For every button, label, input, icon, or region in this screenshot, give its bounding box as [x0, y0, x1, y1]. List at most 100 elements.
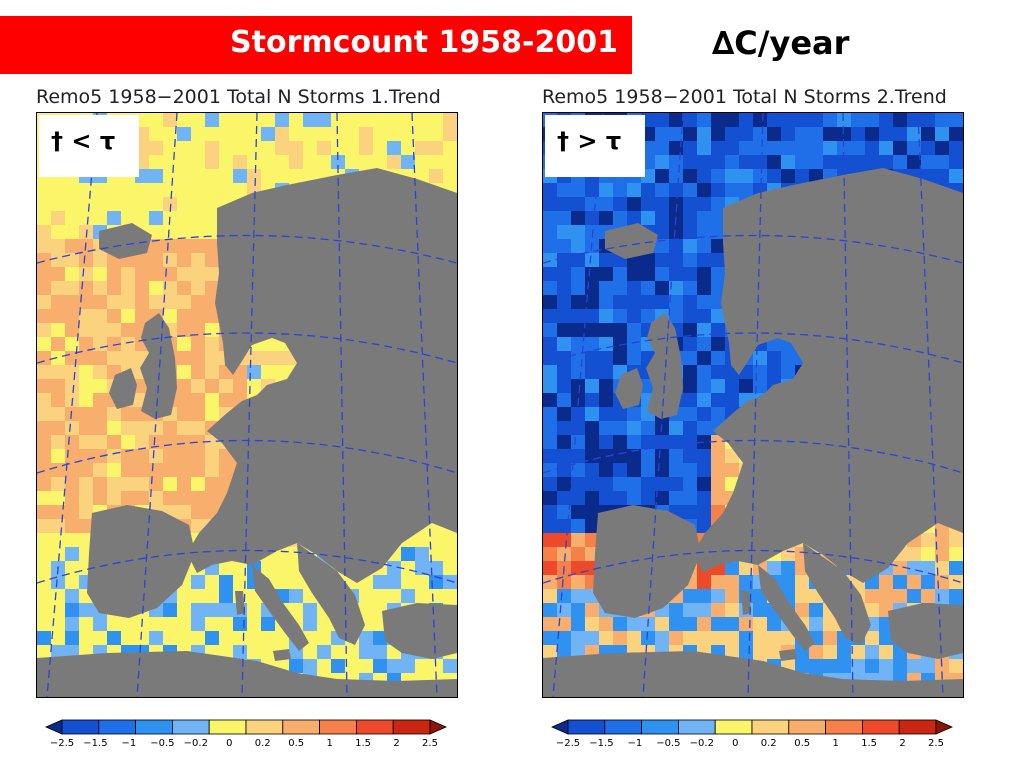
- trend-cell: [543, 645, 557, 659]
- trend-cell: [571, 337, 585, 351]
- trend-cell: [107, 197, 121, 211]
- trend-cell: [767, 645, 781, 659]
- trend-cell: [219, 631, 233, 645]
- trend-cell: [359, 141, 373, 155]
- trend-cell: [163, 463, 177, 477]
- colorbar-tick-label: −2.5: [556, 738, 580, 749]
- trend-cell: [697, 393, 711, 407]
- trend-cell: [275, 575, 289, 589]
- trend-cell: [809, 169, 823, 183]
- trend-cell: [585, 323, 599, 337]
- trend-cell: [275, 155, 289, 169]
- trend-cell: [387, 155, 401, 169]
- trend-cell: [627, 491, 641, 505]
- trend-cell: [739, 379, 753, 393]
- trend-cell: [585, 505, 599, 519]
- trend-cell: [163, 113, 177, 127]
- trend-cell: [543, 393, 557, 407]
- trend-cell: [205, 617, 219, 631]
- trend-cell: [641, 211, 655, 225]
- trend-cell: [571, 295, 585, 309]
- trend-cell: [261, 169, 275, 183]
- trend-cell: [641, 183, 655, 197]
- trend-cell: [275, 127, 289, 141]
- trend-cell: [51, 477, 65, 491]
- land-area: [37, 651, 457, 697]
- trend-cell: [93, 281, 107, 295]
- trend-cell: [795, 603, 809, 617]
- trend-cell: [163, 253, 177, 267]
- trend-cell: [627, 211, 641, 225]
- trend-cell: [107, 337, 121, 351]
- trend-cell: [879, 589, 893, 603]
- trend-cell: [51, 421, 65, 435]
- trend-cell: [93, 365, 107, 379]
- trend-cell: [655, 267, 669, 281]
- trend-cell: [921, 547, 935, 561]
- trend-cell: [767, 141, 781, 155]
- land-area: [235, 591, 245, 615]
- trend-cell: [51, 435, 65, 449]
- trend-cell: [585, 603, 599, 617]
- trend-cell: [571, 589, 585, 603]
- land-area: [693, 168, 963, 583]
- trend-cell: [191, 519, 205, 533]
- trend-cell: [205, 631, 219, 645]
- trend-cell: [149, 127, 163, 141]
- trend-cell: [557, 351, 571, 365]
- trend-cell: [921, 561, 935, 575]
- trend-cell: [387, 141, 401, 155]
- trend-cell: [557, 239, 571, 253]
- trend-cell: [543, 547, 557, 561]
- trend-cell: [753, 351, 767, 365]
- trend-cell: [949, 533, 963, 547]
- trend-cell: [401, 127, 415, 141]
- trend-cell: [865, 603, 879, 617]
- trend-cell: [571, 225, 585, 239]
- trend-cell: [177, 141, 191, 155]
- trend-cell: [37, 267, 51, 281]
- trend-cell: [697, 491, 711, 505]
- trend-cell: [711, 267, 725, 281]
- trend-cell: [107, 449, 121, 463]
- trend-cell: [163, 197, 177, 211]
- trend-cell: [557, 533, 571, 547]
- trend-cell: [93, 631, 107, 645]
- trend-cell: [233, 631, 247, 645]
- trend-cell: [641, 631, 655, 645]
- trend-cell: [711, 393, 725, 407]
- trend-cell: [557, 295, 571, 309]
- trend-cell: [37, 197, 51, 211]
- trend-cell: [837, 127, 851, 141]
- colorbar-tick-label: −2.5: [50, 738, 74, 749]
- trend-cell: [739, 169, 753, 183]
- trend-cell: [599, 365, 613, 379]
- trend-cell: [711, 169, 725, 183]
- trend-cell: [641, 197, 655, 211]
- trend-cell: [907, 659, 921, 673]
- trend-cell: [655, 449, 669, 463]
- trend-cell: [599, 351, 613, 365]
- trend-cell: [303, 127, 317, 141]
- trend-cell: [585, 435, 599, 449]
- trend-cell: [655, 183, 669, 197]
- left-trend-map: † < τ: [36, 112, 458, 698]
- trend-cell: [669, 239, 683, 253]
- trend-cell: [135, 267, 149, 281]
- trend-cell: [571, 407, 585, 421]
- trend-cell: [429, 169, 443, 183]
- trend-cell: [37, 295, 51, 309]
- trend-cell: [177, 435, 191, 449]
- trend-cell: [317, 617, 331, 631]
- trend-cell: [149, 155, 163, 169]
- trend-cell: [107, 421, 121, 435]
- trend-cell: [219, 127, 233, 141]
- trend-cell: [51, 267, 65, 281]
- trend-cell: [191, 253, 205, 267]
- trend-cell: [557, 505, 571, 519]
- trend-cell: [627, 337, 641, 351]
- trend-cell: [543, 337, 557, 351]
- trend-cell: [163, 421, 177, 435]
- trend-cell: [79, 323, 93, 337]
- trend-cell: [809, 141, 823, 155]
